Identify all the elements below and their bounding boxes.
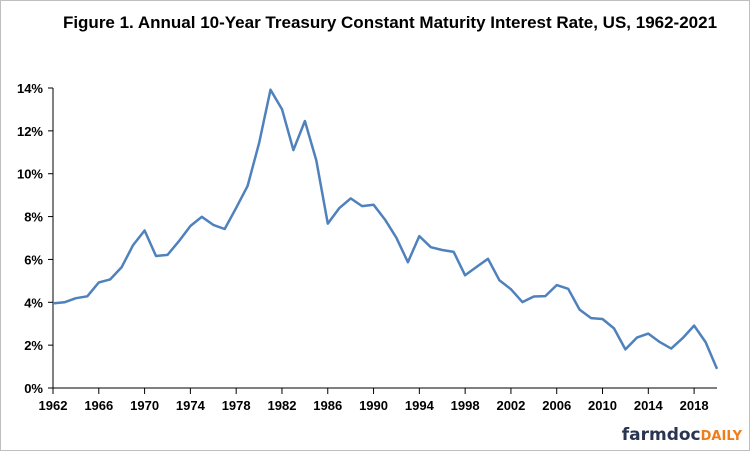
- x-tick-label: 2006: [542, 398, 571, 413]
- x-tick-label: 2018: [680, 398, 709, 413]
- y-tick-label: 6%: [24, 252, 43, 267]
- x-tick-label: 1998: [451, 398, 480, 413]
- y-tick-label: 12%: [17, 124, 43, 139]
- y-tick-label: 8%: [24, 210, 43, 225]
- x-tick-label: 2010: [588, 398, 617, 413]
- chart-title: Figure 1. Annual 10-Year Treasury Consta…: [62, 13, 718, 32]
- x-tick-label: 1986: [313, 398, 342, 413]
- x-tick-label: 1974: [176, 398, 206, 413]
- series-line: [52, 88, 719, 370]
- logo-part1: farmdoc: [621, 425, 701, 445]
- x-tick-label: 2014: [634, 398, 664, 413]
- y-tick-label: 4%: [24, 295, 43, 310]
- x-tick-label: 2002: [496, 398, 525, 413]
- x-tick-label: 1990: [359, 398, 388, 413]
- farmdoc-daily-logo: farmdocDAILY: [622, 425, 742, 445]
- y-tick-label: 0%: [24, 381, 43, 396]
- x-tick-label: 1982: [268, 398, 297, 413]
- x-tick-label: 1966: [84, 398, 113, 413]
- logo-part2: DAILY: [700, 429, 742, 444]
- y-tick-label: 10%: [17, 167, 43, 182]
- x-tick-label: 1962: [39, 398, 68, 413]
- x-tick-label: 1978: [222, 398, 251, 413]
- y-tick-label: 2%: [24, 338, 43, 353]
- x-tick-label: 1994: [405, 398, 435, 413]
- y-tick-label: 14%: [17, 81, 43, 96]
- x-tick-label: 1970: [130, 398, 159, 413]
